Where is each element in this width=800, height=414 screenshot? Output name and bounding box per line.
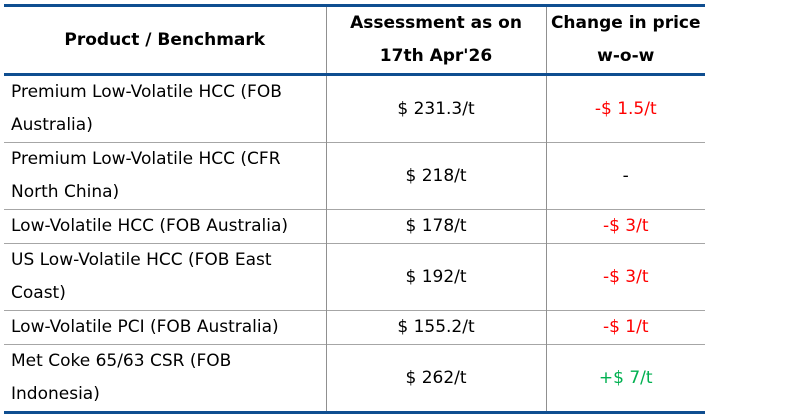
price-assessment-table: Product / Benchmark Assessment as on 17t… <box>4 4 705 414</box>
table-header: Product / Benchmark Assessment as on 17t… <box>4 5 705 76</box>
col-header-product: Product / Benchmark <box>4 5 326 76</box>
change-cell: -$ 3/t <box>545 243 705 311</box>
table-body: Premium Low-Volatile HCC (FOB Australia)… <box>4 74 705 413</box>
product-cell: Met Coke 65/63 CSR (FOB Indonesia) <box>4 344 326 413</box>
change-cell: -$ 1.5/t <box>545 74 705 143</box>
col-header-assessment: Assessment as on 17th Apr'26 <box>325 5 546 76</box>
product-cell: Premium Low-Volatile HCC (CFR North Chin… <box>4 142 326 210</box>
header-row: Product / Benchmark Assessment as on 17t… <box>4 5 705 76</box>
table-row: Low-Volatile HCC (FOB Australia) $ 178/t… <box>4 209 705 244</box>
assessment-cell: $ 218/t <box>325 142 546 210</box>
change-cell: -$ 1/t <box>545 310 705 345</box>
table-row: Met Coke 65/63 CSR (FOB Indonesia) $ 262… <box>4 344 705 413</box>
table-row: Low-Volatile PCI (FOB Australia) $ 155.2… <box>4 310 705 345</box>
col-header-change: Change in price w-o-w <box>545 5 705 76</box>
assessment-cell: $ 155.2/t <box>325 310 546 345</box>
assessment-cell: $ 178/t <box>325 209 546 244</box>
product-cell: Premium Low-Volatile HCC (FOB Australia) <box>11 82 282 135</box>
table-row: US Low-Volatile HCC (FOB East Coast) $ 1… <box>4 243 705 311</box>
change-cell: - <box>545 142 705 210</box>
change-cell: -$ 3/t <box>545 209 705 244</box>
table-row: Premium Low-Volatile HCC (CFR North Chin… <box>4 142 705 210</box>
assessment-cell: $ 231.3/t <box>325 74 546 143</box>
product-cell: Low-Volatile HCC (FOB Australia) <box>4 209 326 244</box>
assessment-cell: $ 192/t <box>325 243 546 311</box>
table-row: Premium Low-Volatile HCC (FOB Australia)… <box>4 74 705 143</box>
change-cell: +$ 7/t <box>545 344 705 413</box>
product-cell: US Low-Volatile HCC (FOB East Coast) <box>4 243 326 311</box>
product-cell: Low-Volatile PCI (FOB Australia) <box>4 310 326 345</box>
assessment-cell: $ 262/t <box>325 344 546 413</box>
